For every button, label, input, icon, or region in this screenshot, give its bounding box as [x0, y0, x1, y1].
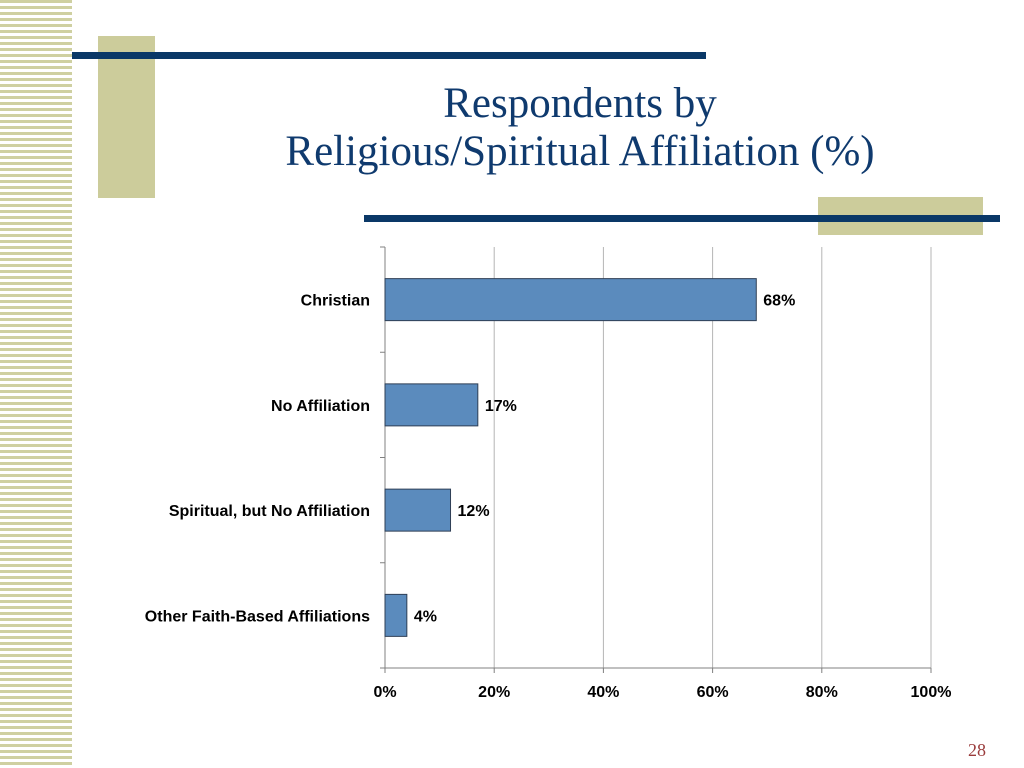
category-label: Christian	[301, 293, 370, 310]
decorative-bar-bottom	[364, 215, 1000, 222]
x-tick-label: 40%	[587, 684, 619, 701]
x-tick-label: 60%	[697, 684, 729, 701]
title-line-2: Religious/Spiritual Affiliation (%)	[285, 128, 875, 175]
bar	[384, 383, 479, 427]
x-tick-label: 20%	[478, 684, 510, 701]
title-line-1: Respondents by	[443, 80, 717, 127]
bar	[384, 278, 757, 322]
x-tick-label: 80%	[806, 684, 838, 701]
left-stripe-decoration	[0, 0, 72, 768]
bars	[384, 278, 757, 637]
data-label: 68%	[763, 293, 795, 310]
x-tick-label: 0%	[373, 684, 396, 701]
data-label: 17%	[485, 398, 517, 415]
page-number: 28	[968, 740, 986, 760]
decorative-bar-top	[72, 52, 706, 59]
category-label: Other Faith-Based Affiliations	[145, 608, 370, 625]
data-label: 12%	[458, 503, 490, 520]
labels: 0% 20% 40% 60% 80% 100% Christian 68% No Affilia…	[145, 293, 952, 701]
x-tick-label: 100%	[911, 684, 952, 701]
bar	[384, 593, 408, 637]
decorative-rect-top-left	[98, 36, 155, 198]
bar	[384, 488, 452, 532]
page-title: Respondents by Religious/Spiritual Affil…	[180, 80, 980, 176]
category-label: Spiritual, but No Affiliation	[169, 503, 370, 520]
data-label: 4%	[414, 608, 437, 625]
category-label: No Affiliation	[271, 398, 370, 415]
